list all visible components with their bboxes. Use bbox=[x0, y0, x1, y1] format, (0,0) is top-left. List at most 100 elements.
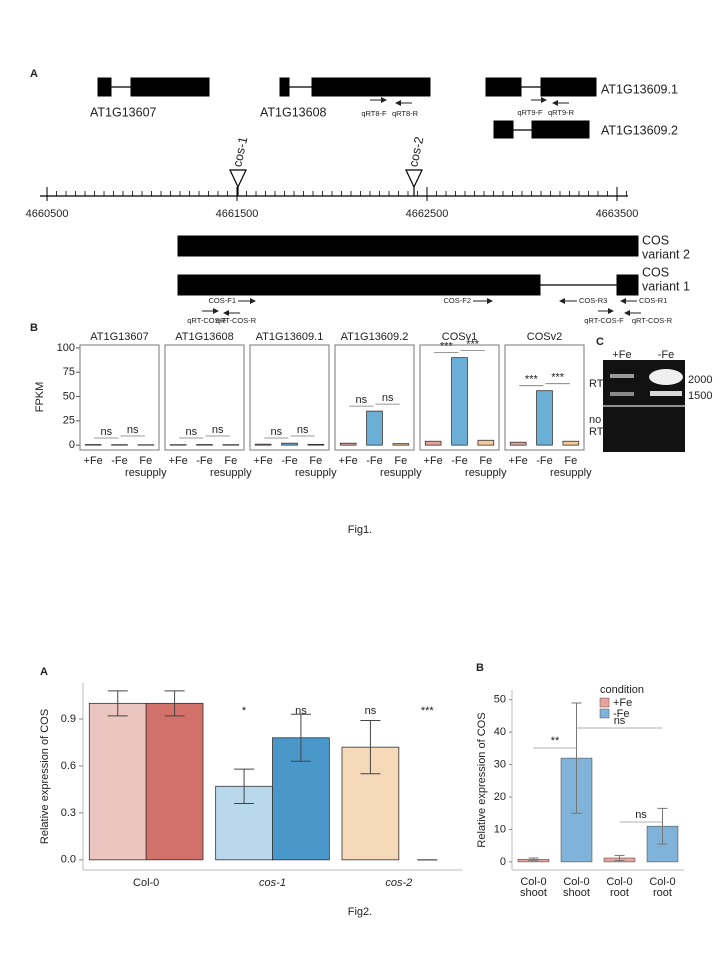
y-tick-label: 40 bbox=[494, 726, 506, 738]
significance-label: *** bbox=[466, 339, 480, 351]
facet-title: AT1G13608 bbox=[175, 331, 234, 343]
bar bbox=[196, 444, 213, 446]
bar bbox=[88, 702, 147, 861]
significance-label: *** bbox=[421, 705, 435, 717]
exon bbox=[531, 120, 590, 139]
primer-label: qRT-COS-R bbox=[632, 316, 673, 325]
bar bbox=[392, 443, 410, 446]
x-tick-label: Col-0 bbox=[563, 876, 589, 888]
legend-swatch bbox=[599, 697, 610, 708]
significance-label: ns bbox=[614, 715, 626, 727]
facet-frame bbox=[164, 344, 245, 451]
legend-label: -Fe bbox=[613, 708, 630, 720]
x-tick-label: resupply bbox=[295, 467, 337, 479]
primer-label: qRT9-R bbox=[548, 108, 575, 117]
significance-label: ns bbox=[297, 424, 309, 436]
primer-label: COS-F1 bbox=[208, 296, 236, 305]
x-tick-label: -Fe bbox=[451, 455, 468, 467]
x-tick-label: cos-2 bbox=[385, 877, 412, 889]
row-label: RT bbox=[589, 378, 604, 390]
x-tick-label: resupply bbox=[125, 467, 167, 479]
bar bbox=[536, 390, 553, 446]
panel-label: B bbox=[30, 322, 38, 334]
y-axis-label: Relative expression of COS bbox=[476, 712, 488, 847]
x-tick-label: +Fe bbox=[169, 455, 188, 467]
significance-label: *** bbox=[440, 341, 454, 353]
primer-label: qRT-COS-F bbox=[187, 316, 227, 325]
facet-title: COSv1 bbox=[442, 331, 477, 343]
primer-label: qRT8-R bbox=[392, 109, 419, 118]
x-tick-label: +Fe bbox=[84, 455, 103, 467]
gel-band bbox=[610, 392, 634, 396]
x-tick-label: +Fe bbox=[509, 455, 528, 467]
x-tick-label: root bbox=[610, 887, 629, 899]
primer-label: qRT8-F bbox=[361, 109, 387, 118]
x-tick-label: Fe bbox=[224, 455, 237, 467]
gene-label: AT1G13609.2 bbox=[601, 123, 678, 137]
y-tick-label: 100 bbox=[57, 342, 75, 354]
primer-label: qRT9-F bbox=[517, 108, 543, 117]
facet-title: COSv2 bbox=[527, 331, 562, 343]
primer-arrows bbox=[202, 97, 641, 316]
row-label: no bbox=[589, 414, 601, 426]
bar bbox=[366, 410, 383, 446]
x-tick-label: -Fe bbox=[196, 455, 213, 467]
axis-tick-label: 4661500 bbox=[216, 208, 259, 220]
axis-tick-label: 4660500 bbox=[26, 208, 69, 220]
x-tick-label: shoot bbox=[563, 887, 590, 899]
primer-label: COS-F2 bbox=[443, 296, 471, 305]
exon bbox=[493, 120, 514, 139]
bar bbox=[84, 444, 102, 446]
x-tick-label: Fe bbox=[564, 455, 577, 467]
significance-label: ns bbox=[365, 705, 377, 717]
axis-tick-label: 4662500 bbox=[406, 208, 449, 220]
insertion-label: cos-1 bbox=[230, 135, 250, 168]
insertions bbox=[229, 169, 423, 196]
bar bbox=[562, 440, 580, 446]
facet-frame bbox=[79, 344, 160, 451]
y-tick-label: 10 bbox=[494, 823, 506, 835]
gene-label: AT1G13609.1 bbox=[601, 82, 678, 96]
x-tick-label: Col-0 bbox=[606, 876, 632, 888]
primer-label: COS-R1 bbox=[639, 296, 667, 305]
bar bbox=[339, 442, 357, 446]
y-tick-label: 20 bbox=[494, 791, 506, 803]
x-tick-label: +Fe bbox=[424, 455, 443, 467]
significance-label: ** bbox=[551, 735, 560, 747]
significance-label: ns bbox=[356, 394, 368, 406]
exon bbox=[485, 77, 522, 97]
marker-label: 1500 bbox=[688, 390, 712, 402]
variant-label: variant 2 bbox=[642, 247, 690, 261]
bar bbox=[451, 357, 468, 446]
x-tick-label: -Fe bbox=[281, 455, 298, 467]
x-tick-label: root bbox=[653, 887, 672, 899]
facet-frame bbox=[249, 344, 330, 451]
bar bbox=[281, 442, 298, 446]
gel bbox=[603, 360, 685, 452]
significance-label: * bbox=[242, 705, 247, 717]
insertion-marker bbox=[405, 169, 423, 189]
x-tick-label: -Fe bbox=[536, 455, 553, 467]
cos-variant-1-exon bbox=[177, 274, 541, 296]
y-tick-label: 0.9 bbox=[61, 713, 76, 725]
significance-label: ns bbox=[186, 426, 198, 438]
cos-variant-2 bbox=[177, 235, 639, 257]
bar bbox=[424, 440, 442, 446]
x-tick-label: shoot bbox=[520, 887, 547, 899]
bar bbox=[477, 439, 495, 446]
x-tick-label: cos-1 bbox=[259, 877, 286, 889]
panel-label: A bbox=[30, 68, 38, 80]
y-axis-label: FPKM bbox=[34, 382, 46, 413]
y-tick-label: 75 bbox=[63, 366, 75, 378]
axis-tick-label: 4663500 bbox=[596, 208, 639, 220]
primer-label: qRT-COS-F bbox=[584, 316, 624, 325]
significance-label: ns bbox=[271, 426, 283, 438]
bar bbox=[307, 443, 325, 446]
insertion-label: cos-2 bbox=[406, 135, 426, 168]
bar bbox=[145, 702, 204, 861]
marker-label: 2000 bbox=[688, 374, 712, 386]
significance-label: ns bbox=[212, 424, 224, 436]
y-tick-label: 0 bbox=[69, 439, 75, 451]
cos-variant-1-exon bbox=[616, 274, 639, 296]
